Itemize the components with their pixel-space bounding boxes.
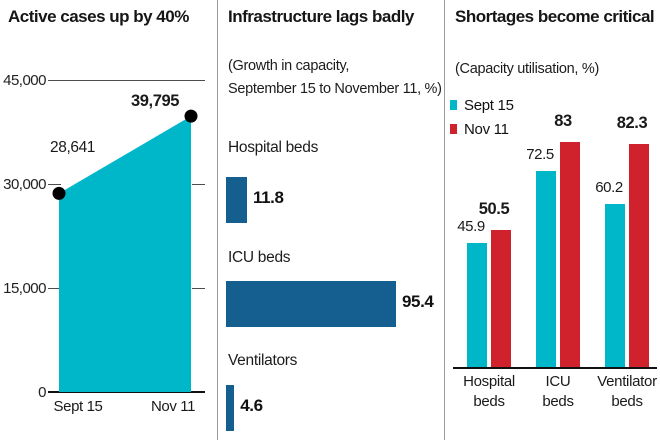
bar-nov11-hospital-beds [491, 230, 511, 367]
legend-swatch [450, 124, 457, 134]
bar-value-label: 72.5 [526, 146, 554, 163]
panel-title-active-cases: Active cases up by 40% [8, 7, 189, 26]
y-axis-tick-label: 30,000 [3, 176, 46, 193]
bar-nov11-icu-beds [560, 142, 580, 367]
hbar-hospital-beds [226, 177, 247, 223]
panel-infrastructure: Infrastructure lags badly (Growth in cap… [217, 0, 444, 440]
area-fill [59, 116, 191, 392]
y-axis-tick [48, 288, 61, 289]
active-cases-area-svg [52, 109, 198, 392]
panel-title-infrastructure: Infrastructure lags badly [228, 7, 414, 26]
point-value-label: 39,795 [131, 92, 180, 110]
gridline-top [48, 80, 205, 81]
data-point-dot [184, 109, 198, 123]
point-value-label: 28,641 [50, 139, 96, 156]
infrastructure-subtitle: (Growth in capacity, September 15 to Nov… [228, 58, 442, 98]
legend-swatch [450, 100, 457, 110]
legend-label: Nov 11 [464, 121, 509, 138]
bar-sept15-hospital-beds [467, 242, 487, 367]
bar-sept15-ventilator-beds [605, 203, 625, 367]
y-axis-tick [192, 184, 205, 185]
bar-nov11-ventilator-beds [629, 144, 649, 367]
bar-category-label: ICU beds [228, 249, 291, 266]
bar-sept15-icu-beds [536, 170, 556, 367]
y-axis-tick-label: 15,000 [3, 280, 46, 297]
bar-category-label: Hospital beds [228, 139, 319, 156]
hbar-icu-beds [226, 281, 396, 327]
bar-value-label: 82.3 [616, 114, 648, 132]
x-axis-line [453, 367, 657, 369]
shortages-subtitle: (Capacity utilisation, %) [455, 61, 599, 77]
x-axis-category-label: Ventilator beds [597, 373, 657, 410]
bar-value-label: 50.5 [478, 200, 510, 218]
x-axis-category-label: ICU beds [542, 373, 574, 410]
bar-value-label: 60.2 [595, 179, 623, 196]
y-axis-tick-label: 0 [38, 384, 46, 401]
y-axis-tick [192, 288, 205, 289]
x-axis-category-label: Nov 11 [150, 398, 196, 415]
bar-value-label: 95.4 [402, 292, 434, 311]
bar-value-label: 45.9 [457, 218, 485, 235]
data-point-dot [52, 186, 66, 200]
legend-label: Sept 15 [464, 97, 514, 114]
bar-value-label: 11.8 [253, 188, 284, 207]
hbar-ventilators [226, 385, 235, 431]
x-axis-category-label: Sept 15 [53, 398, 103, 415]
bar-value-label: 83 [554, 112, 572, 130]
panel-active-cases: Active cases up by 40% 45,000 30,000 15,00… [0, 0, 217, 440]
panel-title-shortages: Shortages become critical [455, 7, 655, 26]
bar-category-label: Ventilators [228, 352, 298, 369]
y-axis-tick-label: 45,000 [3, 72, 46, 89]
x-axis-category-label: Hospital beds [463, 373, 515, 410]
y-axis-tick [48, 184, 61, 185]
panel-shortages: Shortages become critical (Capacity util… [444, 0, 660, 440]
bar-value-label: 4.6 [240, 396, 263, 415]
